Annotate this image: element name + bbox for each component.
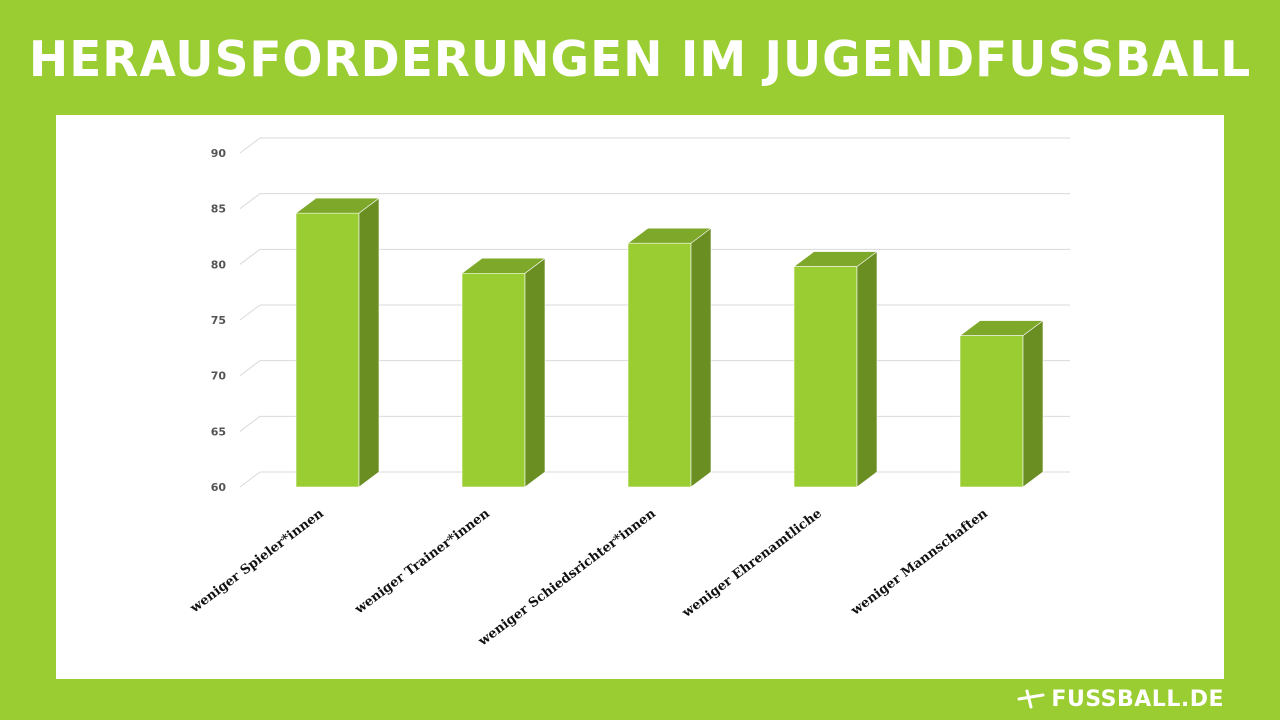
- gridline-side: [239, 471, 261, 488]
- brand-name: FUSSBALL.DE: [1051, 686, 1224, 712]
- bar: [959, 335, 1024, 488]
- bar-side: [358, 197, 380, 488]
- y-tick-label: 65: [211, 425, 226, 438]
- bar-top: [461, 257, 546, 274]
- bar-side: [1022, 319, 1044, 488]
- x-category-label: weniger Trainer*innen: [352, 506, 494, 618]
- bar: [627, 242, 692, 488]
- bar-top: [295, 197, 380, 214]
- gridline-side: [239, 415, 261, 432]
- gridline-side: [239, 248, 261, 265]
- page-title: HERAUSFORDERUNGEN IM JUGENDFUSSBALL: [28, 30, 1252, 89]
- brand-logo: FUSSBALL.DE: [1017, 684, 1224, 714]
- bar-side: [690, 227, 712, 488]
- gridline-side: [239, 193, 261, 210]
- bar-top: [793, 251, 878, 267]
- gridline-side: [239, 360, 261, 377]
- logo-mark-icon: [1017, 689, 1045, 709]
- bar-side: [524, 257, 546, 488]
- y-tick-label: 75: [211, 314, 226, 327]
- y-tick-label: 80: [211, 258, 227, 271]
- bar-top: [959, 320, 1044, 336]
- x-category-label: weniger Spieler*innen: [187, 506, 327, 617]
- y-tick-label: 60: [211, 481, 227, 494]
- y-tick-label: 85: [211, 203, 226, 216]
- gridline-side: [239, 304, 261, 321]
- bar-side: [856, 250, 878, 488]
- x-category-label: weniger Mannschaften: [848, 506, 991, 619]
- x-category-label: weniger Schiedsrichter*innen: [475, 506, 659, 650]
- bar: [295, 212, 360, 488]
- bar-top: [627, 227, 712, 244]
- x-category-label: weniger Ehrenamtliche: [679, 506, 825, 621]
- y-tick-label: 90: [211, 147, 227, 160]
- gridline-side: [239, 137, 261, 154]
- y-tick-label: 70: [211, 370, 227, 383]
- bar: [793, 266, 858, 488]
- chart-panel: 60 65 70 75 80 85 90 weniger Spieler*innen wenig…: [56, 115, 1224, 679]
- bar: [461, 272, 526, 488]
